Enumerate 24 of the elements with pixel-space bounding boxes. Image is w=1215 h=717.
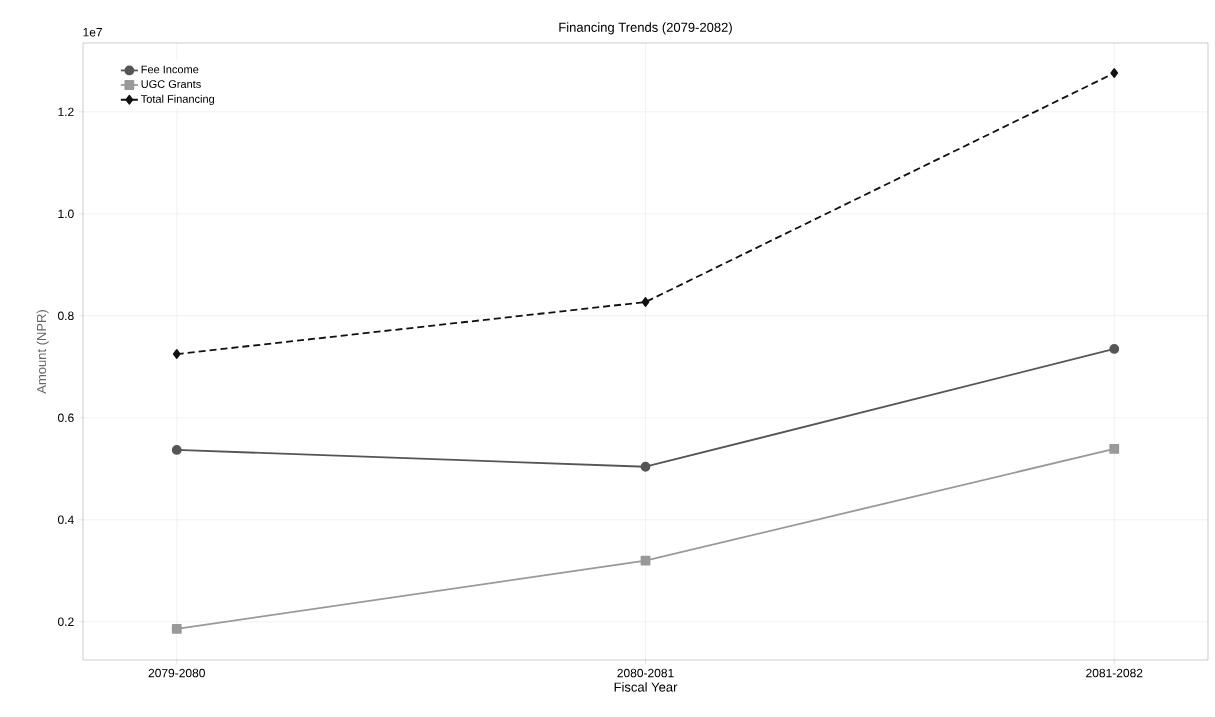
y-axis-title: Amount (NPR) bbox=[36, 310, 49, 394]
text: 1e7 bbox=[83, 28, 102, 37]
y-tick-label: 0.4 bbox=[58, 515, 74, 525]
point bbox=[1109, 344, 1120, 354]
legend-label: Total Financing bbox=[140, 94, 214, 106]
y-tick-label: 0.2 bbox=[58, 617, 74, 627]
legend-label: UGC Grants bbox=[141, 80, 201, 88]
x-tick-label: 2081-2082 bbox=[1086, 668, 1143, 678]
x-tick-label: 2080-2081 bbox=[617, 668, 674, 678]
y-tick-label: 1.2 bbox=[58, 107, 74, 117]
y-tick-label: 0.6 bbox=[58, 413, 74, 423]
point bbox=[1110, 68, 1119, 78]
point bbox=[171, 623, 182, 634]
point bbox=[641, 297, 650, 307]
chart-title: Financing Trends (2079-2082) bbox=[559, 22, 732, 35]
legend-label: Fee Income bbox=[141, 65, 199, 74]
y-tick-label: 0.8 bbox=[58, 311, 74, 321]
x-axis-title: Fiscal Year bbox=[614, 682, 678, 692]
point bbox=[640, 461, 651, 472]
point bbox=[172, 349, 181, 359]
point bbox=[171, 445, 182, 455]
y-tick-label: 1.0 bbox=[58, 209, 74, 219]
point bbox=[1109, 443, 1120, 454]
x-tick-label: 2079-2080 bbox=[148, 668, 205, 678]
